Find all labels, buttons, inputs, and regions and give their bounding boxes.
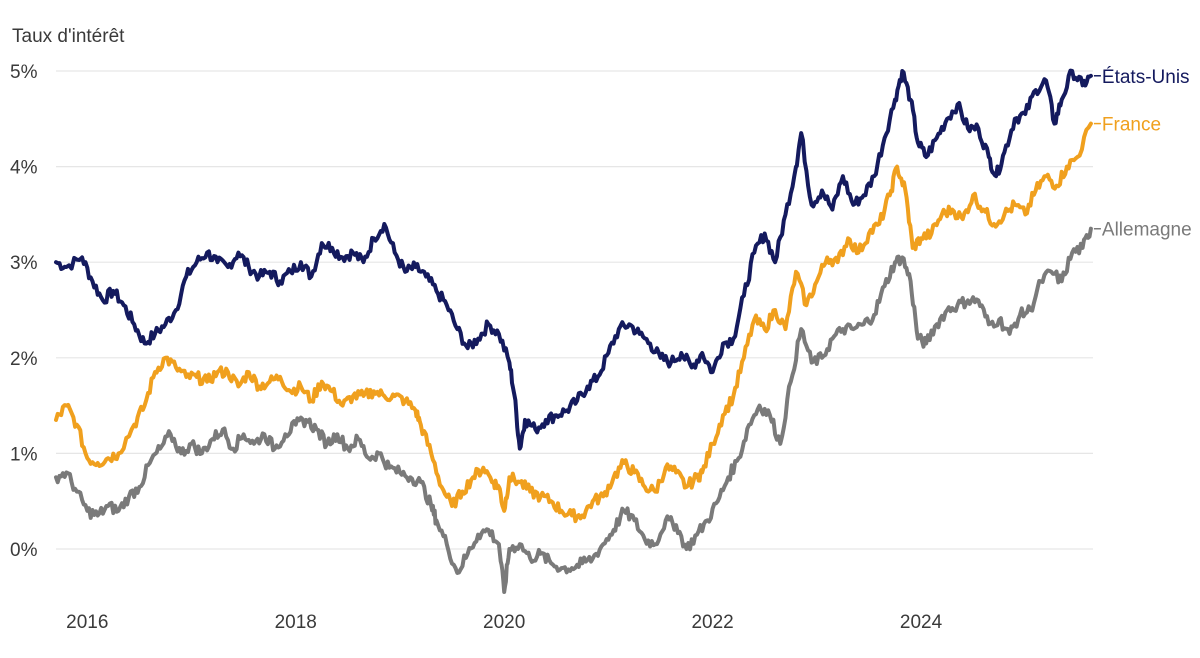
y-tick-label: 0% — [10, 540, 38, 561]
x-tick-label: 2024 — [900, 612, 943, 633]
series-line-2 — [54, 226, 1093, 594]
series-end-labels: États-Unis France Allemagne — [1093, 67, 1192, 241]
y-tick-label: 3% — [10, 253, 38, 274]
y-axis-title: Taux d'intérêt — [12, 26, 125, 47]
series-label: États-Unis — [1102, 67, 1190, 88]
series-line-1 — [54, 121, 1093, 524]
gridlines — [56, 70, 1093, 550]
series-lines — [54, 68, 1093, 594]
y-tick-label: 5% — [10, 62, 38, 83]
x-tick-label: 2022 — [691, 612, 733, 633]
y-tick-label: 2% — [10, 349, 38, 370]
x-tick-label: 2020 — [483, 612, 525, 633]
x-tick-label: 2016 — [66, 612, 108, 633]
y-axis-ticks: 0% 1% 2% 3% 4% 5% — [10, 62, 38, 561]
y-tick-label: 1% — [10, 444, 38, 465]
x-axis-ticks: 2016 2018 2020 2022 2024 — [66, 612, 942, 633]
y-tick-label: 4% — [10, 158, 38, 179]
series-label: Allemagne — [1102, 220, 1192, 241]
series-label: France — [1102, 115, 1161, 136]
x-tick-label: 2018 — [275, 612, 317, 633]
series-line-0 — [54, 68, 1093, 451]
